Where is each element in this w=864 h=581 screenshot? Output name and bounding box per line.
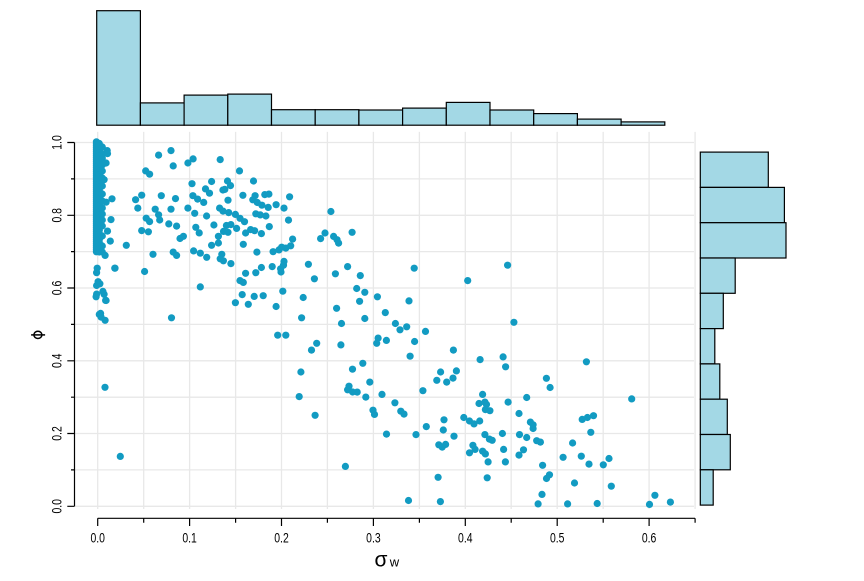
svg-text:0.5: 0.5 xyxy=(550,531,565,546)
svg-text:0.4: 0.4 xyxy=(49,353,64,368)
svg-text:0.6: 0.6 xyxy=(642,531,657,546)
svg-text:w: w xyxy=(389,555,400,570)
svg-text:0.1: 0.1 xyxy=(182,531,197,546)
svg-text:1.0: 1.0 xyxy=(49,135,64,150)
svg-text:0.4: 0.4 xyxy=(458,531,473,546)
svg-text:σ: σ xyxy=(375,549,388,572)
svg-text:0.2: 0.2 xyxy=(274,531,289,546)
svg-text:0.2: 0.2 xyxy=(49,426,64,441)
svg-text:0.0: 0.0 xyxy=(90,531,105,546)
svg-text:0.8: 0.8 xyxy=(49,208,64,223)
svg-text:0.6: 0.6 xyxy=(49,281,64,296)
svg-text:0.0: 0.0 xyxy=(49,499,64,514)
svg-text:0.3: 0.3 xyxy=(366,531,381,546)
